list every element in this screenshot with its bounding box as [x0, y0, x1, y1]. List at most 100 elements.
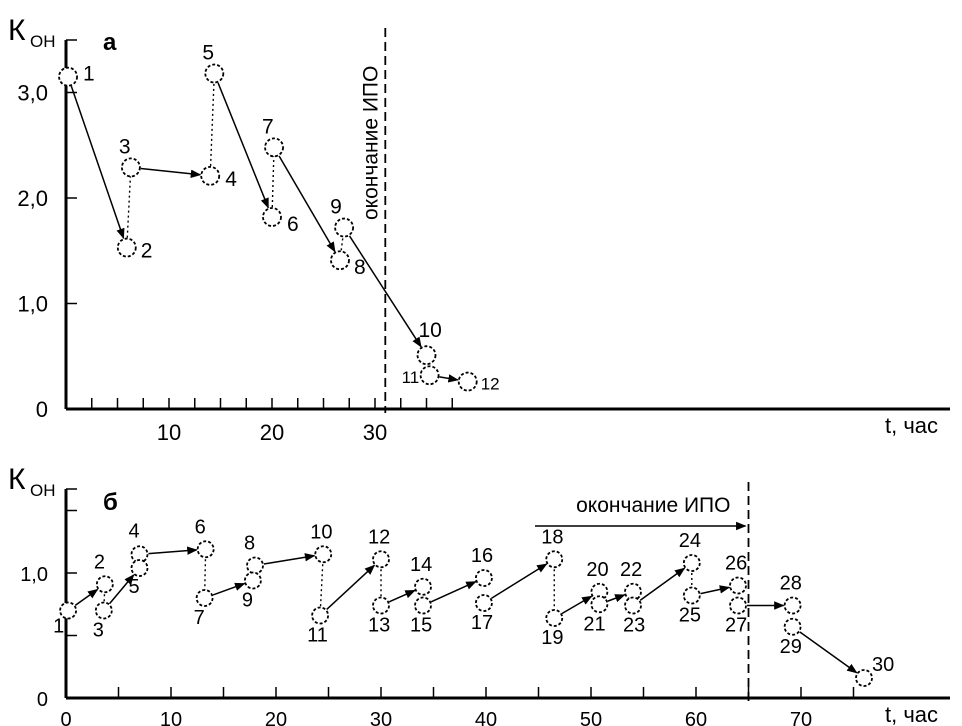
data-point [330, 250, 350, 271]
data-point [590, 595, 609, 614]
jump-line [271, 147, 275, 218]
point-label: 6 [287, 213, 299, 236]
y-tick-label: 0 [36, 397, 48, 422]
data-point [414, 596, 432, 615]
transition-arrow [700, 585, 731, 595]
data-point [196, 540, 215, 559]
panel-b-vline-label: окончание ИПО [576, 494, 730, 517]
point-label: 22 [620, 559, 642, 581]
data-point [682, 554, 701, 572]
panel-b-arrows [74, 546, 858, 674]
data-point [545, 609, 564, 627]
panel-a-arrows [70, 82, 459, 383]
x-tick-label: 20 [260, 420, 284, 445]
x-tick-label: 20 [265, 709, 287, 726]
point-label: 25 [679, 605, 701, 627]
data-point [204, 63, 225, 84]
data-point [59, 601, 77, 620]
point-label: 13 [368, 615, 390, 637]
panel-b-ylabel-main: К [8, 463, 26, 496]
point-label: 3 [93, 620, 104, 642]
point-label: 3 [119, 135, 131, 158]
transition-arrow [140, 167, 202, 178]
panel-b-point-labels: 1234567891011121314151617181920212223242… [53, 516, 894, 676]
point-label: 9 [330, 196, 342, 219]
point-label: 7 [194, 607, 205, 629]
panel-a-y-tick-labels: 0 1,0 2,0 3,0 [17, 81, 48, 423]
point-label: 11 [307, 625, 328, 647]
data-point [195, 589, 214, 607]
x-tick-label: 30 [370, 709, 392, 726]
x-tick-label: 50 [580, 709, 602, 726]
data-point [372, 550, 390, 569]
transition-arrow [430, 581, 477, 603]
transition-arrow [639, 567, 686, 601]
transition-arrow [388, 589, 416, 603]
transition-arrow [607, 594, 626, 603]
transition-arrow [439, 374, 459, 383]
y-tick-label: 1,0 [20, 564, 48, 586]
panel-a-ylabel-main: К [8, 14, 26, 47]
point-label: 30 [872, 654, 894, 676]
panel-a-label: а [103, 29, 117, 56]
point-label: 1 [53, 616, 64, 638]
transition-arrow [278, 155, 336, 253]
data-point [416, 345, 437, 366]
panel-b-x-tick-labels: 0 10 20 30 40 50 60 70 [60, 709, 812, 726]
data-point [130, 559, 149, 577]
point-label: 16 [471, 545, 493, 567]
point-label: 28 [780, 573, 802, 595]
data-point [116, 237, 137, 258]
point-label: 15 [410, 615, 432, 637]
panel-b-xlabel: t, час [885, 702, 938, 726]
x-tick-label: 10 [160, 709, 182, 726]
point-label: 2 [94, 551, 105, 573]
data-point [624, 596, 642, 615]
transition-arrow [326, 564, 376, 610]
point-label: 17 [471, 612, 493, 634]
point-label: 7 [262, 115, 274, 138]
point-label: 10 [419, 319, 442, 342]
y-tick-label: 0 [37, 689, 48, 711]
transition-arrow [74, 588, 99, 606]
point-label: 23 [623, 615, 645, 637]
point-label: 24 [679, 530, 701, 552]
data-point [95, 575, 114, 594]
panel-a-vline-label: окончание ИПО [359, 66, 382, 220]
point-label: 10 [310, 521, 332, 543]
panel-b-label: б [103, 489, 118, 516]
point-label: 21 [583, 613, 605, 635]
data-point [474, 594, 493, 612]
y-tick-label: 2,0 [17, 186, 48, 211]
data-point [474, 569, 493, 587]
transition-arrow [217, 82, 269, 209]
point-label: 11 [402, 368, 420, 387]
point-label: 4 [225, 168, 237, 191]
data-point [120, 157, 141, 178]
panel-b-ylabel-sub: ОН [30, 481, 56, 500]
data-point [58, 66, 78, 87]
data-point [783, 617, 802, 636]
point-label: 2 [141, 240, 153, 263]
data-point [545, 550, 564, 569]
x-tick-label: 60 [685, 709, 707, 726]
jump-line [209, 73, 216, 176]
data-point [200, 165, 221, 186]
data-point [246, 556, 264, 575]
data-point [783, 596, 802, 615]
jump-line [319, 554, 324, 616]
x-tick-label: 30 [363, 420, 387, 445]
x-tick-label: 40 [475, 709, 497, 726]
point-label: 8 [244, 533, 255, 555]
point-label: 20 [586, 559, 608, 581]
transition-arrow [348, 235, 422, 348]
data-point [334, 217, 355, 238]
x-tick-label: 10 [157, 420, 181, 445]
data-point [264, 137, 284, 158]
data-point [419, 365, 440, 386]
y-tick-label: 1,0 [17, 292, 48, 317]
transition-arrow [212, 582, 246, 596]
panel-a-x-tick-labels: 10 20 30 [157, 420, 387, 445]
point-label: 5 [202, 42, 214, 65]
